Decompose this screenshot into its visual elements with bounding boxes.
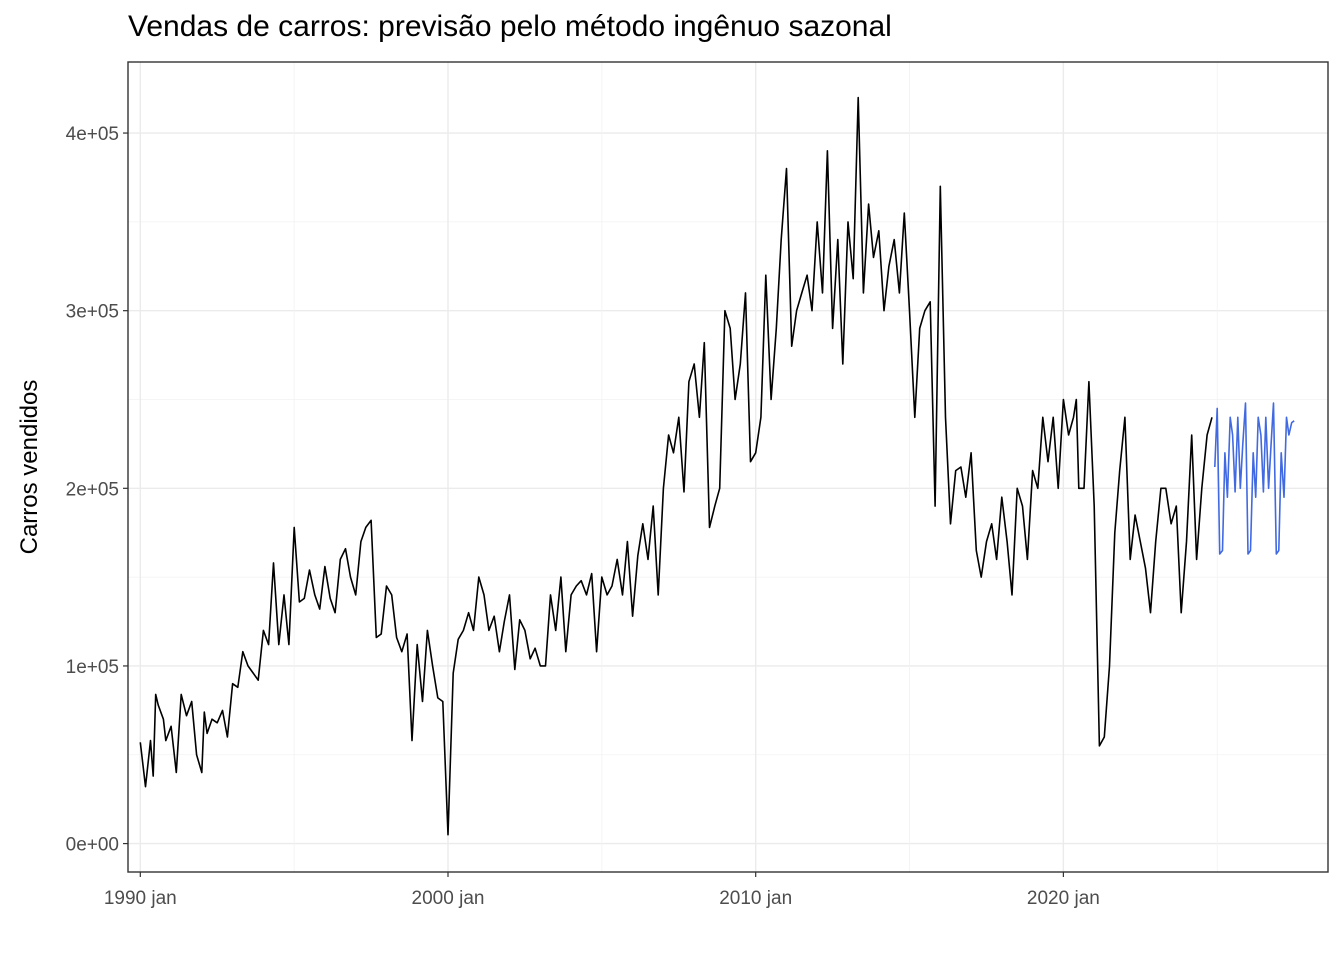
y-tick-label: 3e+05 — [66, 302, 119, 323]
plot-panel-border — [127, 61, 1329, 873]
y-tick-label: 1e+05 — [66, 657, 119, 678]
y-axis-title: Carros vendidos — [16, 380, 43, 555]
chart-title: Vendas de carros: previsão pelo método i… — [128, 10, 892, 43]
series-lines — [139, 96, 1295, 836]
x-tick-label: 2000 jan — [412, 888, 485, 909]
y-tick-label: 4e+05 — [66, 124, 119, 145]
observed-series-line — [139, 96, 1213, 836]
axes: 0e+00 1e+05 2e+05 3e+05 4e+05 1990 jan 2000 ja… — [66, 124, 1100, 909]
y-tick-label: 0e+00 — [66, 835, 119, 856]
x-tick-label: 2020 jan — [1027, 888, 1100, 909]
x-tick-label: 2010 jan — [719, 888, 792, 909]
y-tick-label: 2e+05 — [66, 479, 119, 500]
x-tick-label: 1990 jan — [104, 888, 177, 909]
forecast-series-line — [1214, 402, 1295, 555]
grid-lines — [128, 62, 1328, 872]
